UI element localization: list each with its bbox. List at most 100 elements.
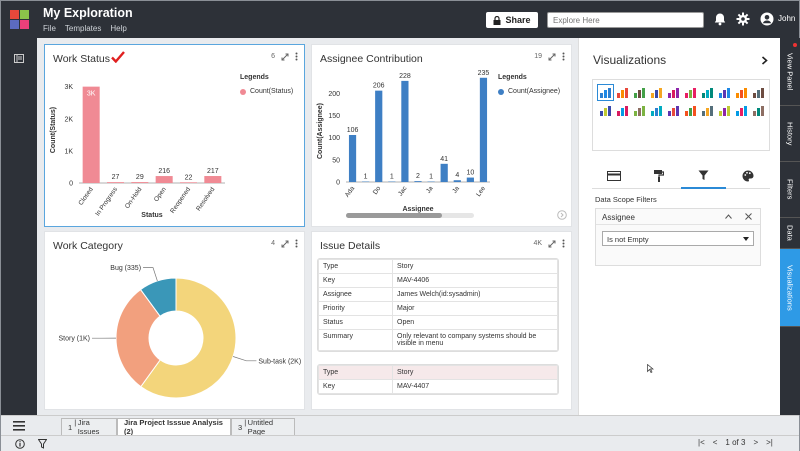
bar <box>414 181 422 182</box>
scroll-right-icon[interactable] <box>557 210 567 220</box>
pie-label-line <box>232 356 257 362</box>
more-options-icon[interactable] <box>562 52 565 61</box>
chart-type-icon[interactable] <box>718 86 731 99</box>
lock-icon <box>493 15 501 25</box>
chart-type-icon[interactable] <box>667 86 680 99</box>
field-key: Priority <box>318 301 393 316</box>
chart-type-icon[interactable] <box>752 104 765 117</box>
chevron-right-icon[interactable] <box>761 56 768 65</box>
first-page-icon[interactable]: |< <box>698 438 705 447</box>
card-icon <box>607 170 622 181</box>
bar <box>204 176 222 183</box>
page-tab-active[interactable]: Jira Project Isssue Analysis (2) <box>117 418 231 436</box>
close-icon[interactable] <box>745 213 752 220</box>
chart-type-icon[interactable] <box>616 104 629 117</box>
expand-icon[interactable] <box>548 53 556 61</box>
bar <box>401 80 409 182</box>
next-page-icon[interactable]: > <box>753 438 759 447</box>
menu-templates[interactable]: Templates <box>64 24 102 33</box>
info-icon[interactable] <box>15 439 25 449</box>
viz-tabs <box>592 163 770 189</box>
chart-type-icon[interactable] <box>597 84 614 101</box>
expand-icon[interactable] <box>281 53 289 61</box>
chart-type-icon[interactable] <box>633 104 646 117</box>
chart-type-icon[interactable] <box>718 104 731 117</box>
work-category-panel[interactable]: Work Category 4 Sub-task (2K) Story (1K) B… <box>44 231 305 410</box>
user-name: John <box>778 14 796 23</box>
palette-icon <box>742 170 754 181</box>
chart-type-icon[interactable] <box>684 86 697 99</box>
chart-type-icon[interactable] <box>752 86 765 99</box>
filter-condition-select[interactable]: Is not Empty <box>602 231 754 246</box>
x-tick-label: In Progress <box>94 186 119 218</box>
page-tab-label: Jira Issues <box>77 418 100 436</box>
filter-field-name: Assignee <box>602 213 635 222</box>
tab-colors[interactable] <box>725 163 770 189</box>
tab-data-binding[interactable] <box>592 163 637 189</box>
more-options-icon[interactable] <box>562 239 565 248</box>
chart-type-icon[interactable] <box>616 86 629 99</box>
page-tab[interactable]: 1 | Jira Issues <box>61 418 117 436</box>
table-row: Summary Only relevant to company systems … <box>318 329 558 351</box>
share-button[interactable]: Share <box>486 12 538 28</box>
more-options-icon[interactable] <box>295 52 298 61</box>
chart-type-icon[interactable] <box>650 104 663 117</box>
chevron-down-icon <box>743 237 749 241</box>
work-status-panel[interactable]: Work Status 6 0 1K 2K 3K 3K Closed 27 In Progre… <box>44 44 305 227</box>
tab-history[interactable]: History <box>780 106 800 162</box>
menu-file[interactable]: File <box>43 24 56 33</box>
chart-type-icon[interactable] <box>667 104 680 117</box>
issue-details-panel[interactable]: Issue Details 4K Type Story Key MAV-4406 A… <box>311 231 572 410</box>
legend-item[interactable]: Count(Assignee) <box>498 88 560 95</box>
chart-type-icon[interactable] <box>650 86 663 99</box>
menu-help[interactable]: Help <box>110 24 127 33</box>
page-tab-label: Jira Project Isssue Analysis (2) <box>124 418 223 436</box>
chart-type-icon[interactable] <box>701 86 714 99</box>
pie-label: Sub-task (2K) <box>258 358 301 365</box>
field-value: James Welch(id:sysadmin) <box>392 287 558 302</box>
chart-type-icon[interactable] <box>735 104 748 117</box>
expand-icon[interactable] <box>281 240 289 248</box>
tab-filters[interactable] <box>681 163 726 189</box>
tab-view-panel[interactable]: View Panel <box>780 38 800 106</box>
explore-input[interactable] <box>547 12 704 28</box>
last-page-icon[interactable]: >| <box>766 438 773 447</box>
tab-data[interactable]: Data <box>780 218 800 249</box>
hamburger-menu-icon[interactable] <box>13 421 25 431</box>
data-scope-label: Data Scope Filters <box>595 195 657 204</box>
gear-icon[interactable] <box>736 12 750 26</box>
assignee-contribution-panel[interactable]: Assignee Contribution 19 0 50 100 150 200 106… <box>311 44 572 227</box>
tab-visualizations[interactable]: Visualizations <box>780 249 800 327</box>
collapse-icon[interactable] <box>725 214 732 219</box>
data-label: 216 <box>158 168 170 175</box>
data-label: 1 <box>364 174 368 181</box>
tab-format[interactable] <box>636 163 681 189</box>
page-tab[interactable]: 3 | Untitled Page <box>231 418 295 436</box>
expand-icon[interactable] <box>548 240 556 248</box>
data-label: 206 <box>373 83 385 90</box>
more-options-icon[interactable] <box>295 239 298 248</box>
bar <box>106 182 125 183</box>
chart-type-icon[interactable] <box>633 86 646 99</box>
pie-slice <box>139 277 177 317</box>
field-value: Only relevant to company systems should … <box>392 329 558 351</box>
pages-list-icon[interactable] <box>14 54 24 63</box>
horizontal-scrollbar[interactable] <box>346 213 474 218</box>
tab-filters[interactable]: Filters <box>780 162 800 218</box>
legend-label: Count(Status) <box>250 88 294 95</box>
x-axis-title: Status <box>141 212 163 219</box>
user-avatar-icon[interactable] <box>760 12 774 26</box>
filter-icon[interactable] <box>38 439 47 449</box>
chart-type-icon[interactable] <box>735 86 748 99</box>
bell-icon[interactable] <box>713 12 727 26</box>
bar <box>440 163 448 182</box>
legend-item[interactable]: Count(Status) <box>240 88 293 95</box>
prev-page-icon[interactable]: < <box>712 438 718 447</box>
chart-type-icon[interactable] <box>684 104 697 117</box>
scrollbar-thumb[interactable] <box>346 213 442 218</box>
chart-type-icon[interactable] <box>701 104 714 117</box>
left-rail <box>1 38 37 415</box>
pie-slice <box>115 288 161 388</box>
chart-type-icon[interactable] <box>599 104 612 117</box>
field-value: MAV-4406 <box>392 273 558 288</box>
